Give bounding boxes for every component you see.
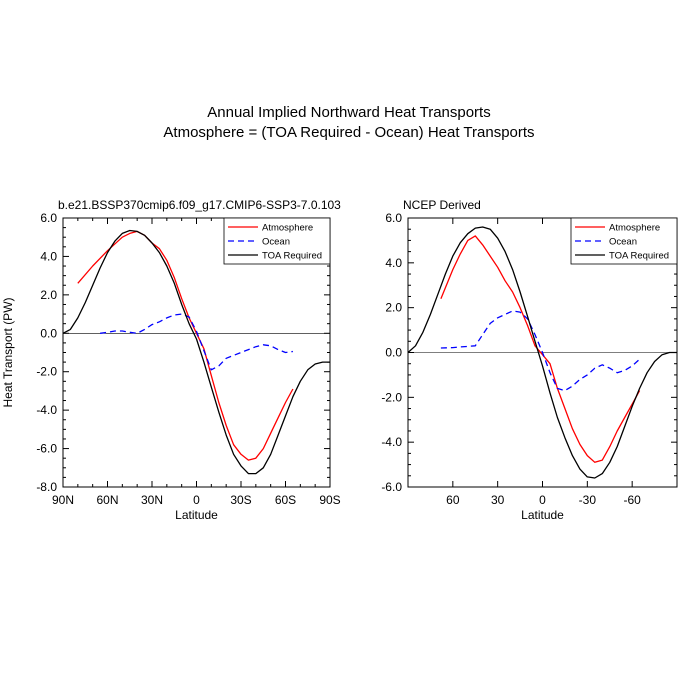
x-tick-label: -30 bbox=[579, 493, 597, 507]
panel-title: NCEP Derived bbox=[403, 198, 481, 212]
x-axis-label: Latitude bbox=[175, 508, 218, 522]
legend-label-toa-required: TOA Required bbox=[262, 251, 322, 262]
y-tick-label: -4.0 bbox=[381, 435, 402, 449]
legend-label-toa-required: TOA Required bbox=[609, 251, 669, 262]
series-line-atmosphere bbox=[440, 235, 641, 463]
figure-title-line2: Atmosphere = (TOA Required - Ocean) Heat… bbox=[163, 124, 534, 141]
y-tick-label: -4.0 bbox=[36, 403, 57, 417]
y-tick-label: 0.0 bbox=[385, 346, 402, 360]
series-line-ocean bbox=[440, 310, 641, 392]
y-tick-label: 4.0 bbox=[40, 249, 57, 263]
legend: Atmosphere Ocean TOA Required bbox=[570, 217, 678, 265]
legend: Atmosphere Ocean TOA Required bbox=[223, 217, 331, 265]
x-tick-label: 60S bbox=[275, 493, 296, 507]
series-group bbox=[63, 229, 330, 475]
x-axis-label: Latitude bbox=[521, 508, 564, 522]
series-line-ocean bbox=[100, 313, 293, 371]
y-tick-label: 0.0 bbox=[40, 326, 57, 340]
y-tick-label: 6.0 bbox=[385, 211, 402, 225]
x-tick-label: 0 bbox=[193, 493, 200, 507]
plot-frame bbox=[407, 217, 678, 488]
y-tick-label: 4.0 bbox=[385, 256, 402, 270]
y-tick-label: -2.0 bbox=[381, 390, 402, 404]
y-tick-label: 2.0 bbox=[385, 301, 402, 315]
x-tick-label: 90N bbox=[52, 493, 74, 507]
legend-label-ocean: Ocean bbox=[609, 237, 637, 248]
x-tick-label: 60N bbox=[96, 493, 118, 507]
series-line-toa-required bbox=[63, 229, 330, 475]
x-tick-label: 90S bbox=[319, 493, 340, 507]
y-axis-label: Heat Transport (PW) bbox=[1, 297, 15, 407]
legend-label-ocean: Ocean bbox=[262, 237, 290, 248]
y-tick-label: -8.0 bbox=[36, 480, 57, 494]
panel-left: b.e21.BSSP370cmip6.f09_g17.CMIP6-SSP3-7.… bbox=[1, 198, 341, 522]
plot-frame bbox=[62, 217, 331, 488]
x-tick-label: -60 bbox=[623, 493, 641, 507]
x-tick-label: 30N bbox=[141, 493, 163, 507]
legend-label-atmosphere: Atmosphere bbox=[262, 223, 313, 234]
x-tick-label: 0 bbox=[539, 493, 546, 507]
y-tick-label: 6.0 bbox=[40, 211, 57, 225]
y-tick-label: 2.0 bbox=[40, 288, 57, 302]
panel-title: b.e21.BSSP370cmip6.f09_g17.CMIP6-SSP3-7.… bbox=[58, 198, 341, 212]
y-tick-label: -2.0 bbox=[36, 365, 57, 379]
y-tick-label: -6.0 bbox=[36, 442, 57, 456]
x-tick-label: 30 bbox=[491, 493, 505, 507]
x-tick-label: 30S bbox=[230, 493, 251, 507]
series-line-atmosphere bbox=[77, 230, 294, 461]
figure-title-line1: Annual Implied Northward Heat Transports bbox=[207, 104, 490, 121]
y-tick-label: -6.0 bbox=[381, 480, 402, 494]
legend-label-atmosphere: Atmosphere bbox=[609, 223, 660, 234]
x-tick-label: 60 bbox=[446, 493, 460, 507]
series-line-toa-required bbox=[408, 226, 677, 479]
series-group bbox=[408, 226, 677, 479]
